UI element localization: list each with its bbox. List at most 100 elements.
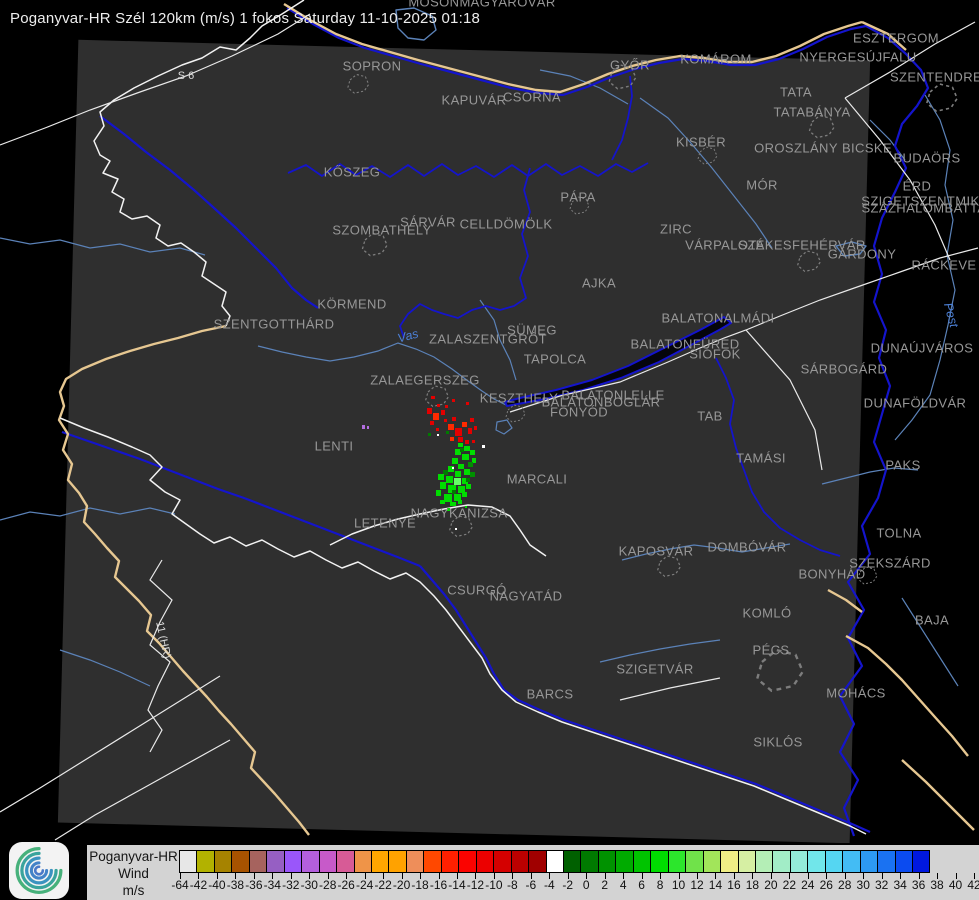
- legend-color-box: [213, 850, 233, 873]
- radar-echo-cell: [470, 472, 475, 477]
- weather-app-logo[interactable]: [9, 842, 69, 899]
- legend-color-box: [754, 850, 774, 873]
- radar-echo-cell: [430, 421, 434, 425]
- legend-unit: m/s: [122, 883, 145, 898]
- legend-tick-label: 20: [764, 878, 778, 892]
- city-label: SZOMBATHELY: [332, 222, 432, 238]
- radar-echo-cell: [462, 478, 468, 484]
- city-label: LETENYE: [353, 515, 417, 531]
- legend-tick: [844, 873, 846, 879]
- legend-color-box: [353, 850, 372, 873]
- radar-echo-cell: [458, 437, 463, 442]
- city-label: SÁRVÁR: [400, 214, 456, 230]
- legend-color-box: [859, 850, 879, 873]
- legend-color-box: [597, 850, 617, 873]
- legend-tick-label: -12: [466, 878, 485, 892]
- city-label: GYŐR: [610, 57, 650, 73]
- road-label: S 6: [177, 70, 195, 82]
- legend-tick-label: -26: [337, 878, 355, 892]
- city-label: KAPUVÁR: [441, 92, 507, 108]
- legend-color-box: [179, 850, 198, 873]
- legend-color-box: [405, 850, 425, 873]
- legend-tick: [327, 873, 329, 879]
- radar-echo-cell: [437, 404, 440, 407]
- legend-color-box: [632, 850, 652, 873]
- legend-color-box: [737, 850, 756, 873]
- radar-echo-cell: [448, 424, 454, 430]
- city-label: LENTI: [314, 438, 354, 454]
- city-label: ZALAEGERSZEG: [370, 372, 480, 388]
- city-label: SÜMEG: [507, 322, 557, 338]
- road-s6: [0, 13, 311, 146]
- swirl-logo-icon: [15, 847, 63, 894]
- legend-tick-label: -40: [208, 878, 226, 892]
- city-label: MOHÁCS: [826, 685, 886, 701]
- radar-echo-cell: [433, 413, 439, 420]
- city-label: BARCS: [526, 686, 574, 702]
- radar-echo-cell: [474, 426, 477, 430]
- legend-color-box: [493, 850, 512, 873]
- city-label: ÉRD: [902, 178, 932, 194]
- radar-echo-cell: [440, 482, 446, 489]
- border-croatia: [59, 417, 867, 835]
- road-11-hr: [147, 559, 173, 753]
- legend-tick-label: 42: [967, 878, 979, 892]
- legend-color-box: [283, 850, 303, 873]
- map-title: Poganyvar-HR Szél 120km (m/s) 1 fokos Sa…: [10, 10, 481, 27]
- city-label: CSURGÓ: [447, 582, 507, 598]
- legend-tick: [475, 873, 477, 879]
- legend-tick-label: 22: [782, 878, 797, 892]
- legend-tick-label: 8: [656, 878, 664, 892]
- river-danube: [286, 7, 930, 837]
- legend-tick: [493, 873, 495, 879]
- radar-echo-cell: [437, 434, 439, 436]
- legend-tick-label: -20: [392, 878, 411, 892]
- city-label: BONYHÁD: [798, 566, 866, 582]
- map-vector-layer: [0, 0, 979, 841]
- legend-tick: [974, 873, 975, 879]
- legend-tick: [697, 873, 699, 879]
- legend-tick-label: 16: [727, 878, 741, 892]
- lake-velence: [835, 241, 867, 257]
- region-label: Pest: [941, 301, 961, 329]
- legend-tick-label: -18: [411, 878, 429, 892]
- legend-tick: [383, 873, 385, 879]
- radar-echo-cell: [452, 490, 456, 494]
- radar-echo-cell: [458, 486, 465, 493]
- legend-color-box: [336, 850, 355, 873]
- radar-echo-cell: [466, 484, 471, 489]
- legend-tick: [290, 873, 292, 879]
- legend-tick: [438, 873, 440, 879]
- legend-color-box: [877, 850, 896, 873]
- country-borders-white: [59, 0, 867, 835]
- city-label: NYERGESÚJFALU: [799, 49, 917, 65]
- legend-color-box: [807, 850, 826, 873]
- river-raba: [99, 115, 319, 309]
- legend-tick: [586, 873, 588, 879]
- radar-echo-cell: [446, 431, 449, 434]
- legend-tick: [918, 873, 920, 879]
- legend-tick: [937, 873, 939, 879]
- legend-tick: [826, 873, 828, 879]
- legend-tick: [216, 873, 218, 879]
- city-label: TAB: [697, 408, 723, 424]
- radar-echo-cell: [452, 417, 456, 421]
- legend-tick: [309, 873, 311, 879]
- lakes: [395, 7, 867, 435]
- legend-color-box: [388, 850, 407, 873]
- legend-panel: Poganyvar-HR Wind m/s -64 -42 -40 -38 -36 -34…: [85, 843, 979, 900]
- city-label: KESZTHELY: [479, 390, 559, 406]
- legend-tick-label: 6: [638, 878, 645, 892]
- city-label: ZALASZENTGRÓT: [429, 331, 547, 347]
- legend-tick: [900, 873, 902, 879]
- radar-echo-cell: [444, 494, 452, 502]
- legend-tick: [456, 873, 458, 879]
- legend-tick-label: 32: [874, 878, 889, 892]
- city-label: RÁCKEVE: [911, 257, 977, 273]
- radar-echo-cell: [462, 454, 469, 460]
- legend-color-box: [650, 850, 669, 873]
- legend-tick: [180, 873, 181, 879]
- legend-tick: [770, 873, 772, 879]
- radar-echo-cell: [444, 419, 447, 422]
